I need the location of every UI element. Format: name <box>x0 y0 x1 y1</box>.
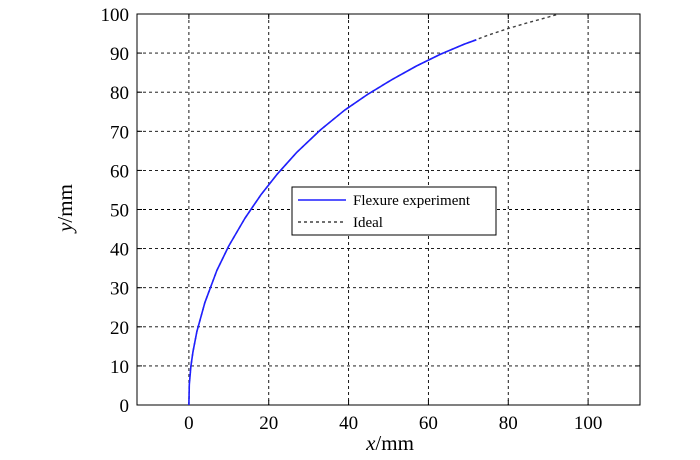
legend: Flexure experiment Ideal <box>291 186 497 236</box>
series-lines <box>188 14 557 406</box>
series-line-flexure-experiment <box>188 39 477 406</box>
y-tick-label-30: 30 <box>110 279 129 300</box>
legend-box <box>291 186 497 236</box>
x-axis-unit: /mm <box>375 431 414 455</box>
series-line-ideal <box>188 14 557 406</box>
x-tick-label-20: 20 <box>259 413 278 434</box>
x-axis-label: x/mm <box>365 431 414 455</box>
y-tick-label-70: 70 <box>110 122 129 143</box>
legend-label-ideal: Ideal <box>353 215 383 231</box>
x-axis-variable: x <box>365 431 376 455</box>
y-tick-label-10: 10 <box>110 357 129 378</box>
y-tick-label-60: 60 <box>110 161 129 182</box>
y-axis-unit: /mm <box>53 184 77 223</box>
legend-label-flexure-experiment: Flexure experiment <box>353 193 471 209</box>
y-tick-label-20: 20 <box>110 318 129 339</box>
y-tick-label-40: 40 <box>110 240 129 261</box>
y-axis-variable: y <box>53 222 77 234</box>
x-tick-label-80: 80 <box>499 413 518 434</box>
axis-ticks: 0 20 40 60 80 100 0 10 20 30 40 50 60 70 80 90 100 <box>101 5 640 434</box>
x-tick-label-0: 0 <box>184 413 194 434</box>
y-axis-label: y/mm <box>53 184 77 234</box>
x-tick-label-60: 60 <box>419 413 438 434</box>
grid <box>137 13 640 406</box>
y-tick-label-80: 80 <box>110 83 129 104</box>
x-tick-label-40: 40 <box>339 413 358 434</box>
y-tick-label-0: 0 <box>120 396 130 417</box>
y-tick-label-50: 50 <box>110 201 129 222</box>
y-tick-label-90: 90 <box>110 44 129 65</box>
x-tick-label-100: 100 <box>574 413 603 434</box>
y-tick-label-100: 100 <box>101 5 130 26</box>
